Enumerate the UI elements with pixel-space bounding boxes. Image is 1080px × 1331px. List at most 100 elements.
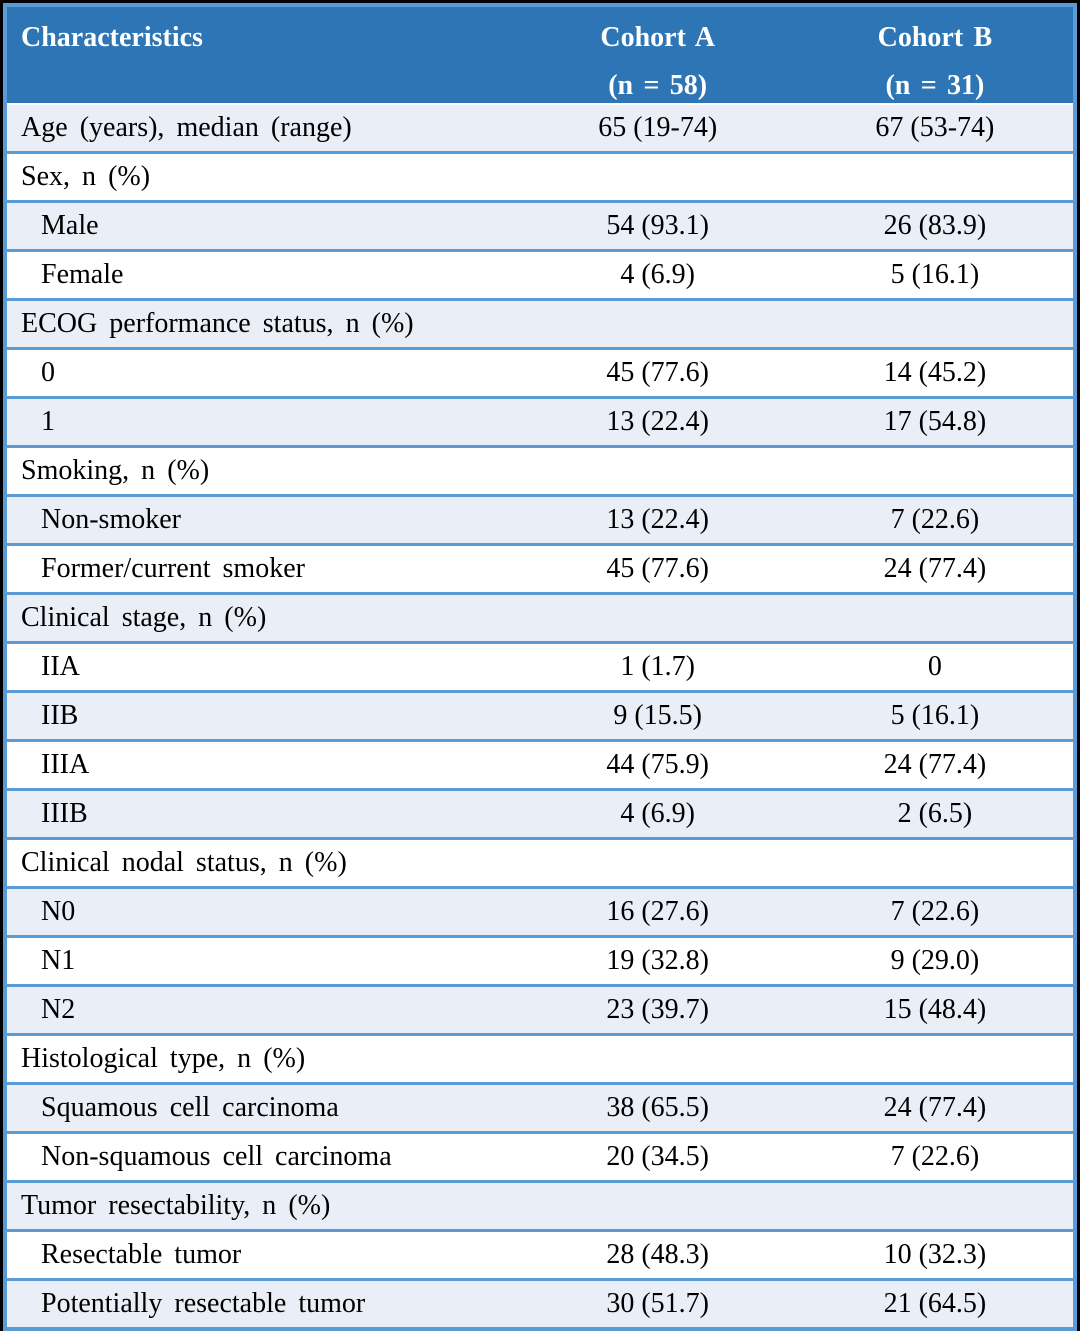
table-row: IIB 9 (15.5) 5 (16.1) <box>5 690 1075 741</box>
row-label: Former/current smoker <box>5 543 519 594</box>
column-header-cohort-a: Cohort A (n = 58) <box>518 5 797 105</box>
cohort-a-value: 4 (6.9) <box>518 249 797 300</box>
row-label: Male <box>5 200 519 251</box>
row-label: Histological type, n (%) <box>5 1033 519 1084</box>
table-row: N0 16 (27.6) 7 (22.6) <box>5 886 1075 937</box>
cohort-a-value: 1 (1.7) <box>518 641 797 692</box>
table-row: Age (years), median (range) 65 (19-74) 67 … <box>5 104 1075 153</box>
cohort-a-value: 13 (22.4) <box>518 494 797 545</box>
section-row: Clinical nodal status, n (%) <box>5 837 1075 888</box>
cohort-a-value: 16 (27.6) <box>518 886 797 937</box>
row-label: IIA <box>5 641 519 692</box>
cohort-a-value: 20 (34.5) <box>518 1131 797 1182</box>
row-label: IIIA <box>5 739 519 790</box>
cohort-b-sample-size: (n = 31) <box>885 70 985 101</box>
cohort-a-value <box>518 151 797 202</box>
cohort-b-value: 24 (77.4) <box>796 739 1075 790</box>
column-header-cohort-b: Cohort B (n = 31) <box>796 5 1075 105</box>
row-label: Potentially resectable tumor <box>5 1278 519 1329</box>
cohort-a-value: 23 (39.7) <box>518 984 797 1035</box>
table-row: Former/current smoker 45 (77.6) 24 (77.4) <box>5 543 1075 594</box>
table-row: Non-squamous cell carcinoma 20 (34.5) 7 (2… <box>5 1131 1075 1182</box>
cohort-b-value: 0 <box>796 641 1075 692</box>
cohort-a-value: 30 (51.7) <box>518 1278 797 1329</box>
row-label: Smoking, n (%) <box>5 445 519 496</box>
cohort-b-value: 9 (29.0) <box>796 935 1075 986</box>
table-row: Non-smoker 13 (22.4) 7 (22.6) <box>5 494 1075 545</box>
cohort-b-value <box>796 1180 1075 1231</box>
section-row: ECOG performance status, n (%) <box>5 298 1075 349</box>
table-row: 0 45 (77.6) 14 (45.2) <box>5 347 1075 398</box>
characteristics-table: Characteristics Cohort A (n = 58) Cohort… <box>3 3 1077 1331</box>
cohort-b-value <box>796 837 1075 888</box>
cohort-b-value: 14 (45.2) <box>796 347 1075 398</box>
cohort-b-value: 10 (32.3) <box>796 1229 1075 1280</box>
cohort-b-value: 24 (77.4) <box>796 543 1075 594</box>
table-row: N2 23 (39.7) 15 (48.4) <box>5 984 1075 1035</box>
cohort-b-value <box>796 151 1075 202</box>
row-label: ECOG performance status, n (%) <box>5 298 519 349</box>
cohort-a-value <box>518 1033 797 1084</box>
cohort-a-value: 28 (48.3) <box>518 1229 797 1280</box>
cohort-a-value <box>518 1180 797 1231</box>
section-row: Smoking, n (%) <box>5 445 1075 496</box>
cohort-a-value <box>518 592 797 643</box>
cohort-b-value: 5 (16.1) <box>796 690 1075 741</box>
header-row: Characteristics Cohort A (n = 58) Cohort… <box>5 5 1075 105</box>
cohort-b-value: 67 (53-74) <box>875 112 995 143</box>
table-row: Resectable tumor 28 (48.3) 10 (32.3) <box>5 1229 1075 1280</box>
cohort-b-value: 7 (22.6) <box>796 494 1075 545</box>
row-label: Clinical nodal status, n (%) <box>5 837 519 888</box>
cohort-a-sample-size: (n = 58) <box>608 70 708 101</box>
cohort-b-value <box>796 445 1075 496</box>
section-row: Clinical stage, n (%) <box>5 592 1075 643</box>
cohort-b-value: 7 (22.6) <box>796 886 1075 937</box>
row-label: 1 <box>5 396 519 447</box>
cohort-b-value <box>796 592 1075 643</box>
table-row: IIA 1 (1.7) 0 <box>5 641 1075 692</box>
table-row: Squamous cell carcinoma 38 (65.5) 24 (77.4… <box>5 1082 1075 1133</box>
row-label: Tumor resectability, n (%) <box>5 1180 519 1231</box>
row-label: IIIB <box>5 788 519 839</box>
table-body: Age (years), median (range) 65 (19-74) 67 … <box>5 104 1075 1329</box>
row-label: N2 <box>5 984 519 1035</box>
cohort-b-value: 5 (16.1) <box>796 249 1075 300</box>
cohort-a-value: 65 (19-74) <box>598 112 718 143</box>
table-row: Female 4 (6.9) 5 (16.1) <box>5 249 1075 300</box>
cohort-b-value <box>796 298 1075 349</box>
cohort-b-value: 24 (77.4) <box>796 1082 1075 1133</box>
table-row: N1 19 (32.8) 9 (29.0) <box>5 935 1075 986</box>
cohort-a-value <box>518 298 797 349</box>
section-row: Tumor resectability, n (%) <box>5 1180 1075 1231</box>
row-label: Female <box>5 249 519 300</box>
cohort-a-value: 45 (77.6) <box>518 347 797 398</box>
table-row: Potentially resectable tumor 30 (51.7) 21 … <box>5 1278 1075 1329</box>
cohort-b-name: Cohort B <box>877 22 993 53</box>
cohort-b-value: 21 (64.5) <box>796 1278 1075 1329</box>
section-row: Sex, n (%) <box>5 151 1075 202</box>
cohort-b-value: 26 (83.9) <box>796 200 1075 251</box>
cohort-b-value <box>796 1033 1075 1084</box>
table-row: 1 13 (22.4) 17 (54.8) <box>5 396 1075 447</box>
cohort-a-value: 13 (22.4) <box>518 396 797 447</box>
row-label: Age (years), median (range) <box>21 112 352 143</box>
cohort-a-value: 44 (75.9) <box>518 739 797 790</box>
cohort-a-value: 54 (93.1) <box>518 200 797 251</box>
row-label: N1 <box>5 935 519 986</box>
cohort-a-value: 9 (15.5) <box>518 690 797 741</box>
row-label: 0 <box>5 347 519 398</box>
baseline-characteristics-table: Characteristics Cohort A (n = 58) Cohort… <box>3 3 1077 1331</box>
cohort-b-value: 7 (22.6) <box>796 1131 1075 1182</box>
row-label: Non-smoker <box>5 494 519 545</box>
row-label: Resectable tumor <box>5 1229 519 1280</box>
column-header-characteristics: Characteristics <box>5 5 519 105</box>
table-row: IIIA 44 (75.9) 24 (77.4) <box>5 739 1075 790</box>
table-row: Male 54 (93.1) 26 (83.9) <box>5 200 1075 251</box>
cohort-a-value <box>518 837 797 888</box>
table-row: IIIB 4 (6.9) 2 (6.5) <box>5 788 1075 839</box>
cohort-a-value: 19 (32.8) <box>518 935 797 986</box>
row-label: Sex, n (%) <box>5 151 519 202</box>
cohort-b-value: 2 (6.5) <box>796 788 1075 839</box>
cohort-a-value: 45 (77.6) <box>518 543 797 594</box>
cohort-a-value <box>518 445 797 496</box>
